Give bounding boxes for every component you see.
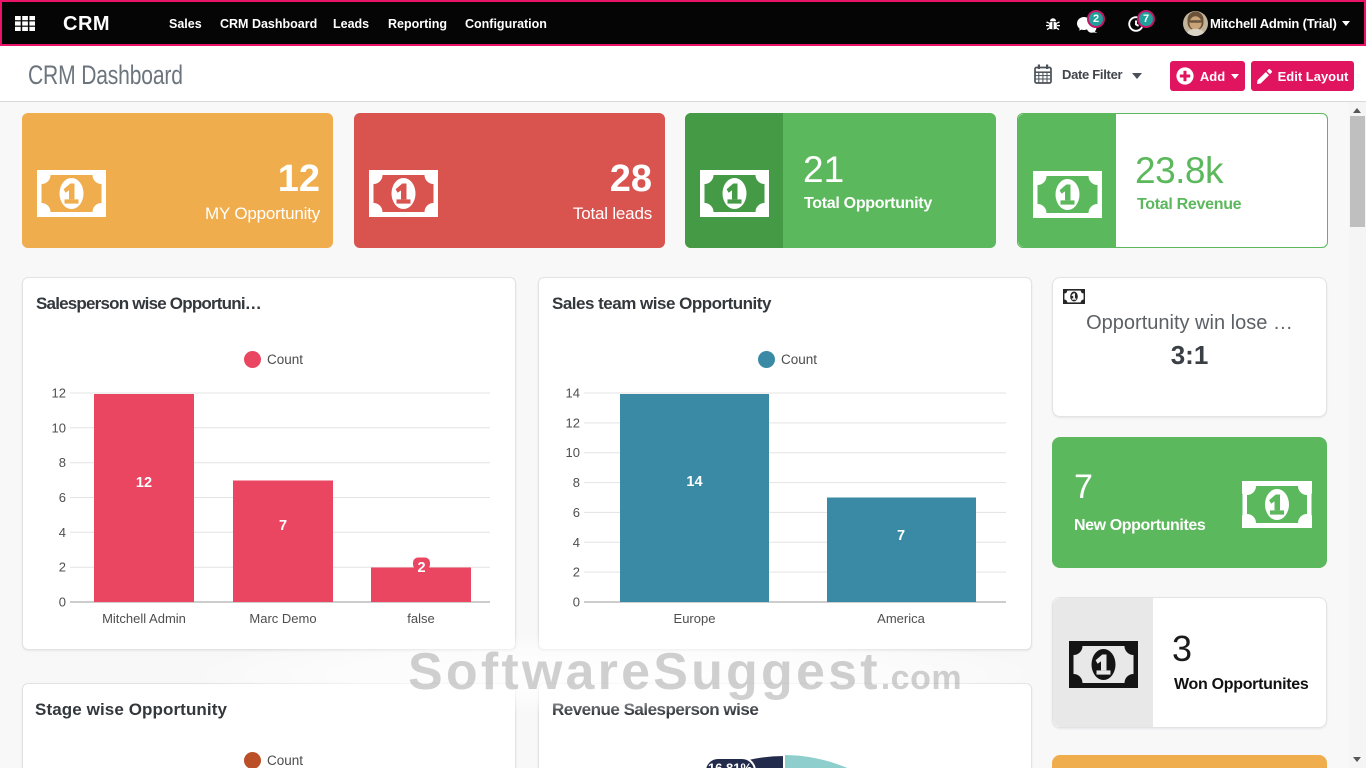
svg-text:Europe: Europe <box>674 611 716 626</box>
svg-text:7: 7 <box>897 528 905 544</box>
svg-text:12: 12 <box>566 415 580 430</box>
svg-text:14: 14 <box>686 474 702 490</box>
svg-text:America: America <box>877 611 925 626</box>
svg-text:2: 2 <box>417 560 425 576</box>
svg-text:8: 8 <box>59 455 66 470</box>
svg-text:16.81%: 16.81% <box>708 761 753 768</box>
svg-text:6: 6 <box>59 490 66 505</box>
svg-text:10: 10 <box>52 420 66 435</box>
svg-text:2: 2 <box>59 560 66 575</box>
svg-text:false: false <box>407 611 434 626</box>
svg-text:14: 14 <box>566 386 580 401</box>
svg-text:6: 6 <box>573 505 580 520</box>
svg-text:2: 2 <box>573 565 580 580</box>
svg-text:0: 0 <box>59 595 66 610</box>
svg-text:12: 12 <box>52 386 66 401</box>
svg-text:8: 8 <box>573 475 580 490</box>
svg-text:4: 4 <box>573 535 580 550</box>
svg-text:12: 12 <box>136 475 152 491</box>
svg-text:7: 7 <box>279 518 287 534</box>
svg-text:10: 10 <box>566 445 580 460</box>
svg-text:Mitchell Admin: Mitchell Admin <box>102 611 186 626</box>
svg-text:4: 4 <box>59 525 66 540</box>
svg-text:Marc Demo: Marc Demo <box>249 611 316 626</box>
svg-text:0: 0 <box>573 595 580 610</box>
